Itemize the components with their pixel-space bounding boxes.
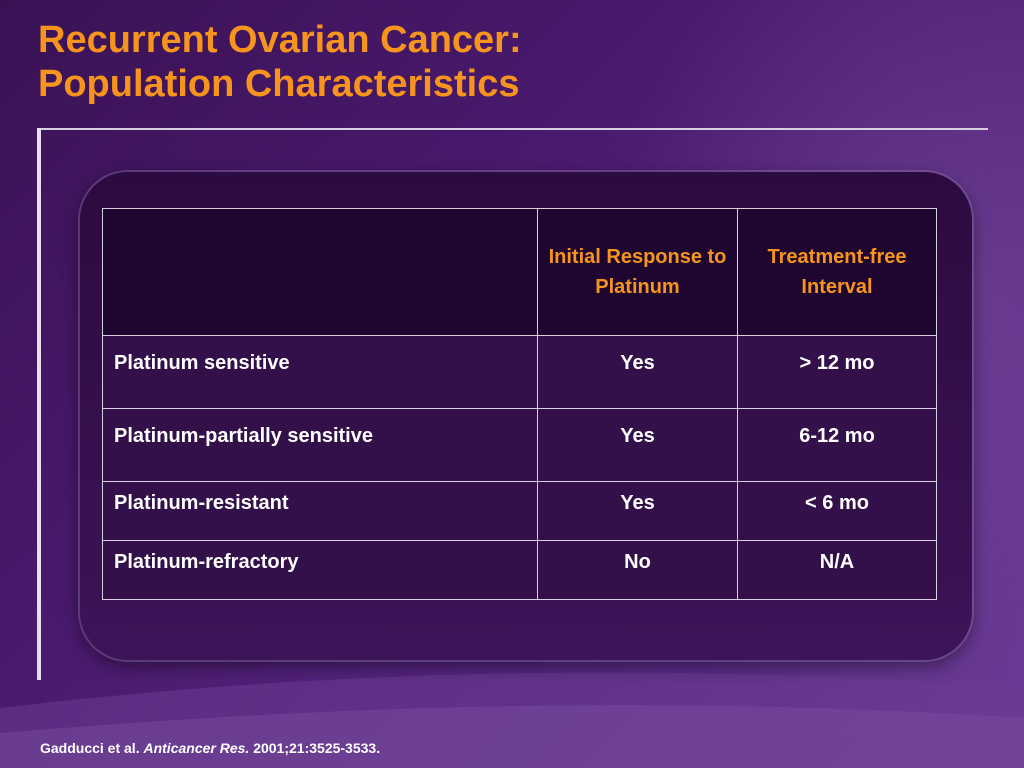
treatment-free-interval-cell: < 6 mo	[737, 481, 937, 542]
citation-details: 2001;21:3525-3533.	[253, 740, 381, 756]
row-label: Platinum-partially sensitive	[102, 408, 538, 483]
treatment-free-interval-cell: > 12 mo	[737, 334, 937, 410]
characteristics-table: Initial Response to Platinum Treatment-f…	[102, 208, 937, 600]
header-treatment-free-interval: Treatment-free Interval	[737, 208, 937, 336]
row-label: Platinum-refractory	[102, 540, 538, 600]
citation-authors: Gadducci et al.	[40, 740, 140, 756]
citation-journal: Anticancer Res.	[143, 740, 250, 756]
slide-title: Recurrent Ovarian Cancer: Population Cha…	[38, 18, 522, 106]
table-header-row: Initial Response to Platinum Treatment-f…	[102, 208, 937, 336]
header-cell-empty	[102, 208, 538, 336]
treatment-free-interval-cell: 6-12 mo	[737, 408, 937, 483]
table-row: Platinum-resistant Yes < 6 mo	[102, 481, 937, 542]
treatment-free-interval-cell: N/A	[737, 540, 937, 600]
slide-title-line-1: Recurrent Ovarian Cancer:	[38, 19, 522, 61]
title-divider	[38, 128, 988, 130]
table-row: Platinum-partially sensitive Yes 6-12 mo	[102, 408, 937, 483]
initial-response-cell: Yes	[537, 408, 738, 483]
initial-response-cell: No	[537, 540, 738, 600]
header-initial-response: Initial Response to Platinum	[537, 208, 738, 336]
table-row: Platinum sensitive Yes > 12 mo	[102, 334, 937, 410]
initial-response-cell: Yes	[537, 334, 738, 410]
left-accent-bar	[37, 128, 41, 680]
slide-title-line-2: Population Characteristics	[38, 63, 520, 105]
initial-response-cell: Yes	[537, 481, 738, 542]
background-wave	[0, 672, 1024, 768]
row-label: Platinum-resistant	[102, 481, 538, 542]
citation: Gadducci et al. Anticancer Res. 2001;21:…	[40, 740, 380, 756]
row-label: Platinum sensitive	[102, 334, 538, 410]
table-row: Platinum-refractory No N/A	[102, 540, 937, 600]
